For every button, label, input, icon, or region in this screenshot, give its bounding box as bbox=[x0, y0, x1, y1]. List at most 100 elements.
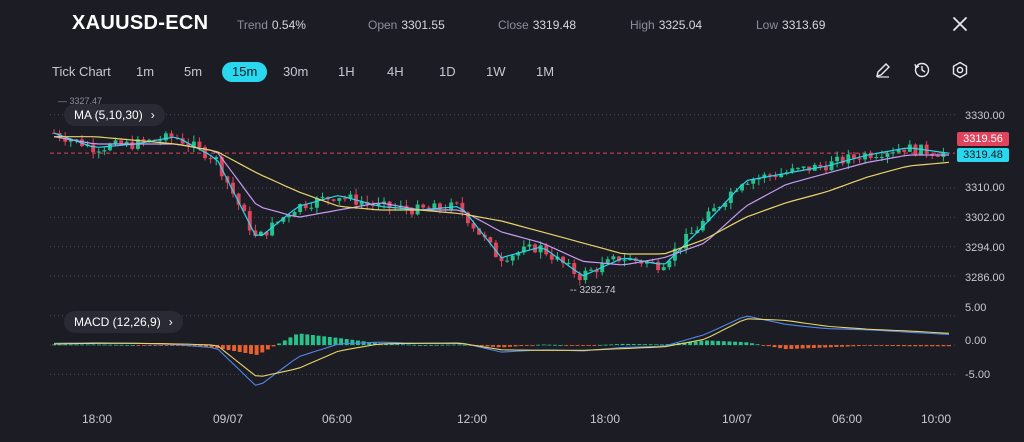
macd-bar-up bbox=[63, 344, 68, 346]
candle-up bbox=[706, 211, 711, 222]
macd-bar-up bbox=[406, 344, 411, 346]
pencil-icon[interactable] bbox=[873, 60, 893, 80]
macd-indicator-label[interactable]: MACD (12,26,9) › bbox=[64, 311, 183, 333]
candle-up bbox=[286, 215, 291, 218]
candle-down bbox=[561, 256, 565, 264]
macd-bar-up bbox=[654, 344, 659, 346]
macd-bar-up bbox=[659, 344, 664, 346]
candle-down bbox=[477, 228, 482, 235]
macd-bar-up bbox=[665, 344, 670, 346]
high-marker-label: — 3327.47 bbox=[58, 96, 103, 106]
candle-up bbox=[779, 173, 784, 178]
tab-15m[interactable]: 15m bbox=[222, 62, 268, 82]
tab-1m[interactable]: 1m bbox=[136, 64, 155, 79]
candle-down bbox=[656, 261, 661, 271]
trend-value: 0.54% bbox=[271, 18, 306, 32]
candle-up bbox=[510, 255, 515, 261]
time-tick: 18:00 bbox=[590, 412, 621, 426]
tab-1w[interactable]: 1W bbox=[486, 64, 506, 79]
macd-bar-up bbox=[74, 344, 79, 346]
tab-4h[interactable]: 4H bbox=[387, 64, 404, 79]
macd-bar-up bbox=[547, 344, 552, 346]
candle-down bbox=[902, 149, 907, 152]
macd-bar-up bbox=[119, 344, 124, 346]
macd-bar-down bbox=[806, 345, 811, 349]
gear-icon[interactable] bbox=[950, 60, 970, 80]
macd-bar-down bbox=[265, 345, 270, 350]
macd-bar-up bbox=[57, 344, 62, 346]
candle-up bbox=[309, 207, 314, 209]
macd-bar-down bbox=[935, 345, 940, 347]
price-tick: 3286.00 bbox=[965, 272, 1005, 284]
low-marker-value: 3282.74 bbox=[579, 285, 616, 296]
trend-stat: Trend 0.54% bbox=[237, 18, 306, 32]
macd-bar-up bbox=[682, 342, 687, 346]
macd-bar-down bbox=[778, 345, 783, 349]
macd-bar-down bbox=[254, 345, 259, 355]
macd-bar-down bbox=[902, 345, 906, 347]
candle-up bbox=[124, 141, 129, 145]
high-stat: High 3325.04 bbox=[630, 18, 702, 32]
macd-bar-up bbox=[401, 344, 405, 346]
macd-bar-up bbox=[462, 344, 467, 346]
candle-up bbox=[449, 202, 454, 211]
macd-bar-down bbox=[215, 345, 220, 349]
macd-bar-down bbox=[502, 345, 507, 348]
time-tick: 12:00 bbox=[457, 412, 488, 426]
macd-bar-down bbox=[232, 345, 237, 352]
close-icon[interactable] bbox=[950, 14, 970, 34]
tab-5m[interactable]: 5m bbox=[184, 64, 203, 79]
ma-indicator-label[interactable]: MA (5,10,30) › bbox=[64, 104, 165, 126]
macd-bar-down bbox=[485, 345, 490, 347]
candle-down bbox=[426, 207, 431, 209]
candle-up bbox=[751, 179, 756, 184]
candle-down bbox=[488, 237, 493, 243]
candle-down bbox=[471, 223, 476, 229]
macd-bar-up bbox=[80, 344, 85, 346]
candle-down bbox=[549, 254, 554, 260]
macd-bar-down bbox=[828, 345, 833, 348]
macd-bar-up bbox=[637, 344, 642, 346]
macd-tick: 5.00 bbox=[965, 302, 987, 314]
macd-bar-down bbox=[856, 345, 861, 347]
candle-up bbox=[611, 256, 616, 260]
candle-down bbox=[169, 133, 174, 138]
candle-up bbox=[259, 231, 263, 237]
candle-up bbox=[516, 252, 521, 256]
candle-down bbox=[935, 155, 940, 157]
macd-bar-up bbox=[91, 344, 96, 346]
macd-bar-down bbox=[890, 345, 895, 347]
macd-bar-up bbox=[620, 343, 625, 346]
macd-bar-up bbox=[395, 344, 400, 346]
macd-bar-up bbox=[536, 344, 541, 346]
macd-bar-down bbox=[249, 345, 253, 354]
macd-bar-up bbox=[558, 345, 563, 346]
macd-bar-down bbox=[930, 345, 935, 347]
macd-bar-up bbox=[68, 344, 73, 346]
tab-1h[interactable]: 1H bbox=[338, 64, 355, 79]
tab-30m[interactable]: 30m bbox=[283, 64, 309, 79]
candle-up bbox=[158, 140, 163, 142]
macd-bar-up bbox=[648, 344, 653, 346]
candle-down bbox=[868, 153, 873, 159]
clock-icon[interactable] bbox=[912, 60, 932, 80]
macd-bar-up bbox=[372, 342, 377, 346]
candle-up bbox=[644, 261, 649, 264]
candle-up bbox=[521, 246, 526, 253]
macd-bar-up bbox=[333, 337, 338, 346]
macd-bar-up bbox=[299, 333, 304, 346]
tab-tick-chart[interactable]: Tick Chart bbox=[52, 64, 111, 79]
tab-1d[interactable]: 1D bbox=[439, 64, 456, 79]
high-marker-value: 3327.47 bbox=[69, 96, 103, 106]
macd-bar-down bbox=[507, 345, 512, 347]
ma30-line bbox=[54, 136, 950, 255]
candle-up bbox=[163, 133, 168, 141]
candle-down bbox=[264, 231, 269, 236]
candle-up bbox=[874, 157, 879, 159]
macd-bar-up bbox=[423, 344, 428, 346]
tab-1mo[interactable]: 1M bbox=[536, 64, 555, 79]
ma5-line bbox=[53, 132, 950, 277]
candle-down bbox=[130, 141, 135, 149]
low-value: 3313.69 bbox=[782, 18, 826, 32]
